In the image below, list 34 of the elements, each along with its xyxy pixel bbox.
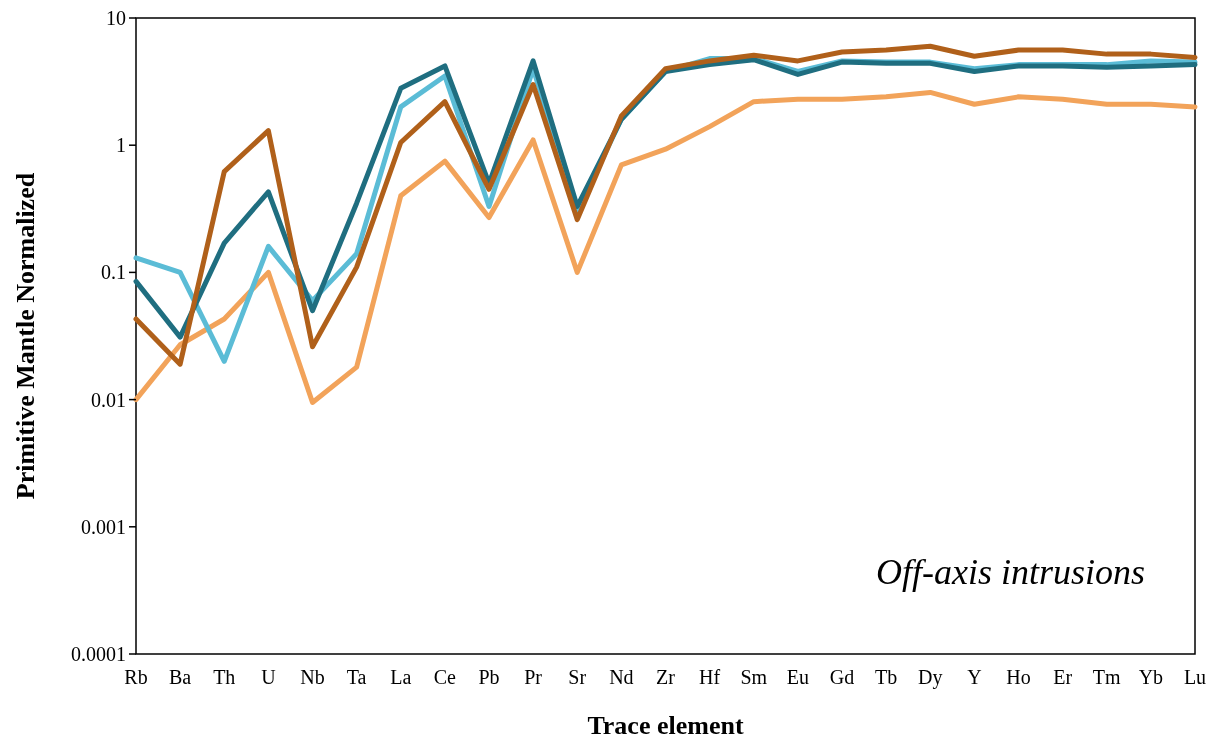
x-tick-label: Dy <box>918 666 943 689</box>
annotation: Off-axis intrusions <box>875 552 1145 592</box>
x-tick-label: Nd <box>609 666 634 688</box>
x-tick-label: Hf <box>699 666 721 688</box>
x-axis-title: Trace element <box>587 711 744 740</box>
x-tick-label: Th <box>213 666 236 688</box>
x-tick-label: Ba <box>169 666 192 688</box>
y-tick-label: 10 <box>106 7 126 29</box>
y-tick-label: 1 <box>116 134 126 157</box>
x-tick-label: Tm <box>1092 666 1122 688</box>
x-tick-label: Yb <box>1138 666 1164 688</box>
y-axis-title: Primitive Mantle Normalized <box>11 172 40 500</box>
x-tick-label: Ce <box>433 666 457 688</box>
x-tick-label: Rb <box>124 666 148 688</box>
x-tick-label: Zr <box>656 666 676 688</box>
x-tick-label: U <box>261 666 277 688</box>
x-tick-label: Lu <box>1183 666 1207 688</box>
x-tick-label: Ho <box>1006 666 1031 688</box>
y-tick-label: 0.001 <box>81 515 126 538</box>
x-tick-label: Pb <box>478 666 500 688</box>
x-tick-label: Sr <box>568 666 587 688</box>
x-tick-label: Y <box>967 666 982 688</box>
x-tick-label: Eu <box>786 666 809 688</box>
x-tick-label: Nb <box>300 666 325 688</box>
y-tick-label: 0.01 <box>91 388 126 411</box>
x-tick-label: Ta <box>346 666 367 688</box>
y-tick-label: 0.0001 <box>71 643 126 665</box>
x-tick-label: Tb <box>875 666 898 688</box>
y-tick-label: 0.1 <box>101 261 126 284</box>
x-tick-label: Er <box>1053 666 1073 688</box>
x-tick-label: La <box>390 666 412 688</box>
x-tick-label: Pr <box>524 666 543 688</box>
x-tick-label: Sm <box>740 666 768 688</box>
x-tick-label: Gd <box>829 666 855 688</box>
